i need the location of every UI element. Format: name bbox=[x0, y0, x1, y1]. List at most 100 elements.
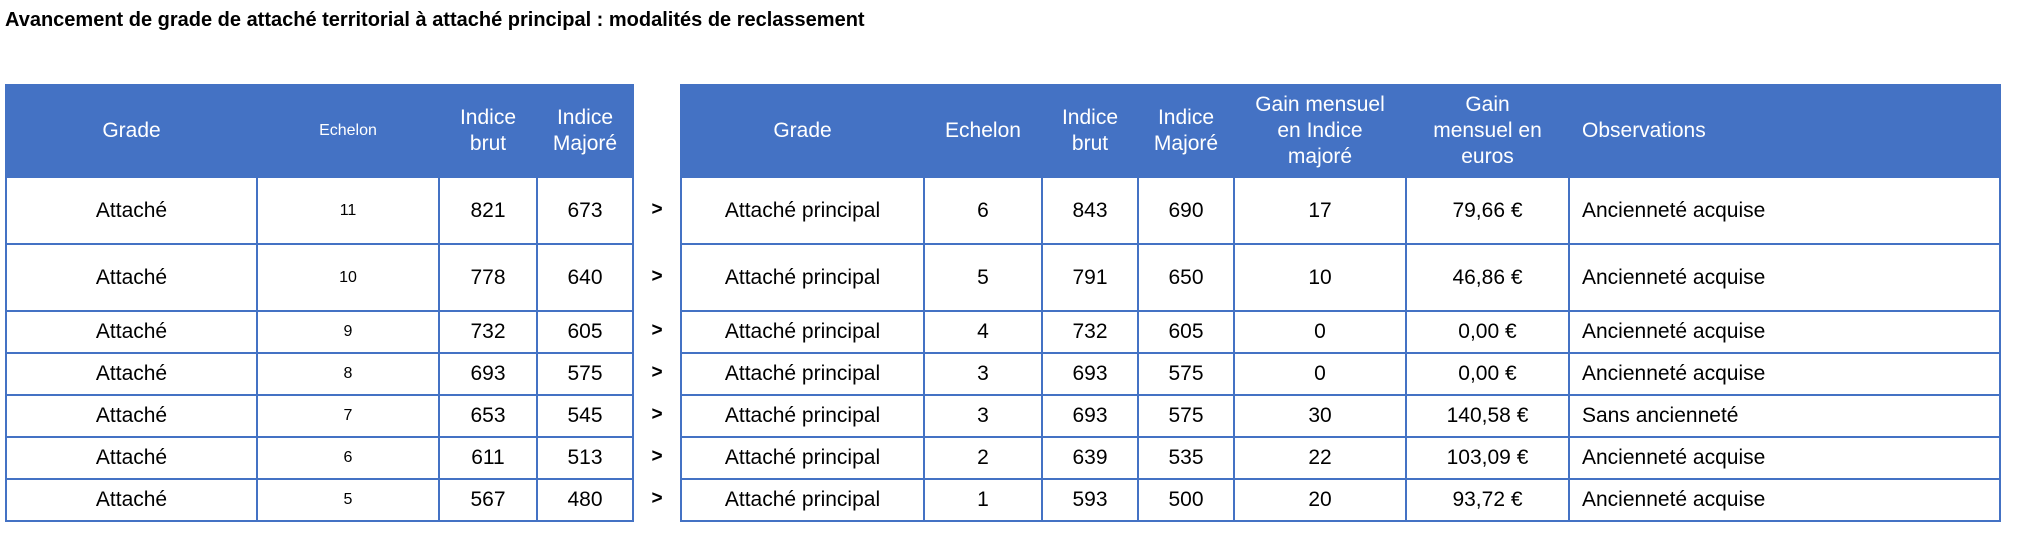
table-row: Attaché principal 4 732 605 0 0,00 € Anc… bbox=[680, 310, 2001, 354]
gain-indice-cell: 0 bbox=[1233, 352, 1407, 396]
greater-than-icon: > bbox=[651, 198, 663, 220]
table-row: Attaché 7 653 545 bbox=[5, 394, 634, 438]
table-row: Attaché principal 2 639 535 22 103,09 € … bbox=[680, 436, 2001, 480]
echelon-cell: 4 bbox=[923, 310, 1043, 354]
gain-euros-cell: 0,00 € bbox=[1405, 310, 1570, 354]
gain-euros-cell: 93,72 € bbox=[1405, 478, 1570, 522]
gain-indice-cell: 0 bbox=[1233, 310, 1407, 354]
col-header-indice-brut: Indice brut bbox=[438, 84, 538, 178]
echelon-cell: 3 bbox=[923, 394, 1043, 438]
greater-than-icon: > bbox=[651, 362, 663, 383]
indice-majore-cell: 690 bbox=[1137, 176, 1235, 245]
indice-brut-cell: 639 bbox=[1041, 436, 1139, 480]
observations-cell: Ancienneté acquise bbox=[1568, 352, 2001, 396]
table-row: Attaché 6 611 513 bbox=[5, 436, 634, 480]
col-header-indice-brut: Indice brut bbox=[1041, 84, 1139, 178]
gain-indice-cell: 10 bbox=[1233, 243, 1407, 312]
indice-majore-cell: 575 bbox=[1137, 352, 1235, 396]
grade-cell: Attaché bbox=[5, 310, 258, 354]
indice-brut-cell: 843 bbox=[1041, 176, 1139, 245]
table-row: Attaché principal 3 693 575 30 140,58 € … bbox=[680, 394, 2001, 438]
gain-euros-cell: 79,66 € bbox=[1405, 176, 1570, 245]
gain-indice-cell: 22 bbox=[1233, 436, 1407, 480]
grade-cell: Attaché principal bbox=[680, 436, 925, 480]
observations-cell: Ancienneté acquise bbox=[1568, 310, 2001, 354]
grade-cell: Attaché principal bbox=[680, 394, 925, 438]
indice-majore-cell: 513 bbox=[536, 436, 634, 480]
indice-brut-cell: 593 bbox=[1041, 478, 1139, 522]
indice-brut-cell: 732 bbox=[1041, 310, 1139, 354]
indice-brut-cell: 693 bbox=[1041, 352, 1139, 396]
table-row: Attaché 9 732 605 bbox=[5, 310, 634, 354]
indice-majore-cell: 545 bbox=[536, 394, 634, 438]
echelon-cell: 6 bbox=[256, 436, 440, 480]
grade-cell: Attaché principal bbox=[680, 176, 925, 245]
observations-cell: Ancienneté acquise bbox=[1568, 478, 2001, 522]
arrow-header-spacer bbox=[634, 84, 680, 176]
gain-euros-cell: 46,86 € bbox=[1405, 243, 1570, 312]
col-header-gain-indice-label: Gain mensuel en Indice majoré bbox=[1255, 92, 1385, 169]
col-header-observations: Observations bbox=[1568, 84, 2001, 178]
col-header-grade: Grade bbox=[5, 84, 258, 178]
col-header-gain-euros: Gain mensuel en euros bbox=[1405, 84, 1570, 178]
col-header-echelon: Echelon bbox=[256, 84, 440, 178]
observations-cell: Sans ancienneté bbox=[1568, 394, 2001, 438]
gain-indice-cell: 17 bbox=[1233, 176, 1407, 245]
table-row: Attaché principal 5 791 650 10 46,86 € A… bbox=[680, 243, 2001, 312]
indice-majore-cell: 650 bbox=[1137, 243, 1235, 312]
echelon-cell: 10 bbox=[256, 243, 440, 312]
indice-majore-cell: 480 bbox=[536, 478, 634, 522]
indice-brut-cell: 778 bbox=[438, 243, 538, 312]
indice-majore-cell: 575 bbox=[1137, 394, 1235, 438]
grade-cell: Attaché bbox=[5, 436, 258, 480]
table-attache: Grade Echelon Indice brut Indice Majoré … bbox=[5, 84, 634, 522]
col-header-indice-majore: Indice Majoré bbox=[536, 84, 634, 178]
indice-brut-cell: 791 bbox=[1041, 243, 1139, 312]
indice-majore-cell: 535 bbox=[1137, 436, 1235, 480]
table-row: Attaché principal 3 693 575 0 0,00 € Anc… bbox=[680, 352, 2001, 396]
echelon-cell: 8 bbox=[256, 352, 440, 396]
greater-than-icon: > bbox=[651, 320, 663, 341]
grade-cell: Attaché principal bbox=[680, 478, 925, 522]
indice-brut-cell: 653 bbox=[438, 394, 538, 438]
echelon-cell: 9 bbox=[256, 310, 440, 354]
page: Avancement de grade de attaché territori… bbox=[5, 9, 2022, 522]
page-title: Avancement de grade de attaché territori… bbox=[5, 9, 865, 31]
indice-majore-cell: 575 bbox=[536, 352, 634, 396]
indice-brut-cell: 693 bbox=[1041, 394, 1139, 438]
observations-cell: Ancienneté acquise bbox=[1568, 243, 2001, 312]
greater-than-icon: > bbox=[651, 488, 663, 509]
reclassement-tables: Grade Echelon Indice brut Indice Majoré … bbox=[5, 84, 2022, 522]
greater-than-icon: > bbox=[651, 446, 663, 467]
echelon-cell: 5 bbox=[256, 478, 440, 522]
table-row: Attaché 10 778 640 bbox=[5, 243, 634, 312]
echelon-cell: 1 bbox=[923, 478, 1043, 522]
table-row: Attaché principal 1 593 500 20 93,72 € A… bbox=[680, 478, 2001, 522]
table-attache-principal: Grade Echelon Indice brut Indice Majoré … bbox=[680, 84, 2001, 522]
echelon-cell: 2 bbox=[923, 436, 1043, 480]
greater-than-icon: > bbox=[651, 404, 663, 425]
indice-majore-cell: 605 bbox=[1137, 310, 1235, 354]
table-header-row: Grade Echelon Indice brut Indice Majoré … bbox=[680, 84, 2001, 178]
table-row: Attaché 5 567 480 bbox=[5, 478, 634, 522]
echelon-cell: 3 bbox=[923, 352, 1043, 396]
indice-majore-cell: 640 bbox=[536, 243, 634, 312]
col-header-gain-indice: Gain mensuel en Indice majoré bbox=[1233, 84, 1407, 178]
grade-cell: Attaché principal bbox=[680, 352, 925, 396]
greater-than-icon: > bbox=[651, 265, 663, 287]
echelon-cell: 11 bbox=[256, 176, 440, 245]
grade-cell: Attaché bbox=[5, 352, 258, 396]
row-arrow-column: > > > > > > > bbox=[634, 84, 680, 520]
gain-indice-cell: 20 bbox=[1233, 478, 1407, 522]
indice-majore-cell: 500 bbox=[1137, 478, 1235, 522]
col-header-indice-majore: Indice Majoré bbox=[1137, 84, 1235, 178]
gain-euros-cell: 140,58 € bbox=[1405, 394, 1570, 438]
grade-cell: Attaché bbox=[5, 394, 258, 438]
grade-cell: Attaché bbox=[5, 176, 258, 245]
indice-majore-cell: 605 bbox=[536, 310, 634, 354]
grade-cell: Attaché principal bbox=[680, 243, 925, 312]
indice-brut-cell: 693 bbox=[438, 352, 538, 396]
col-header-grade: Grade bbox=[680, 84, 925, 178]
table-row: Attaché principal 6 843 690 17 79,66 € A… bbox=[680, 176, 2001, 245]
gain-euros-cell: 0,00 € bbox=[1405, 352, 1570, 396]
